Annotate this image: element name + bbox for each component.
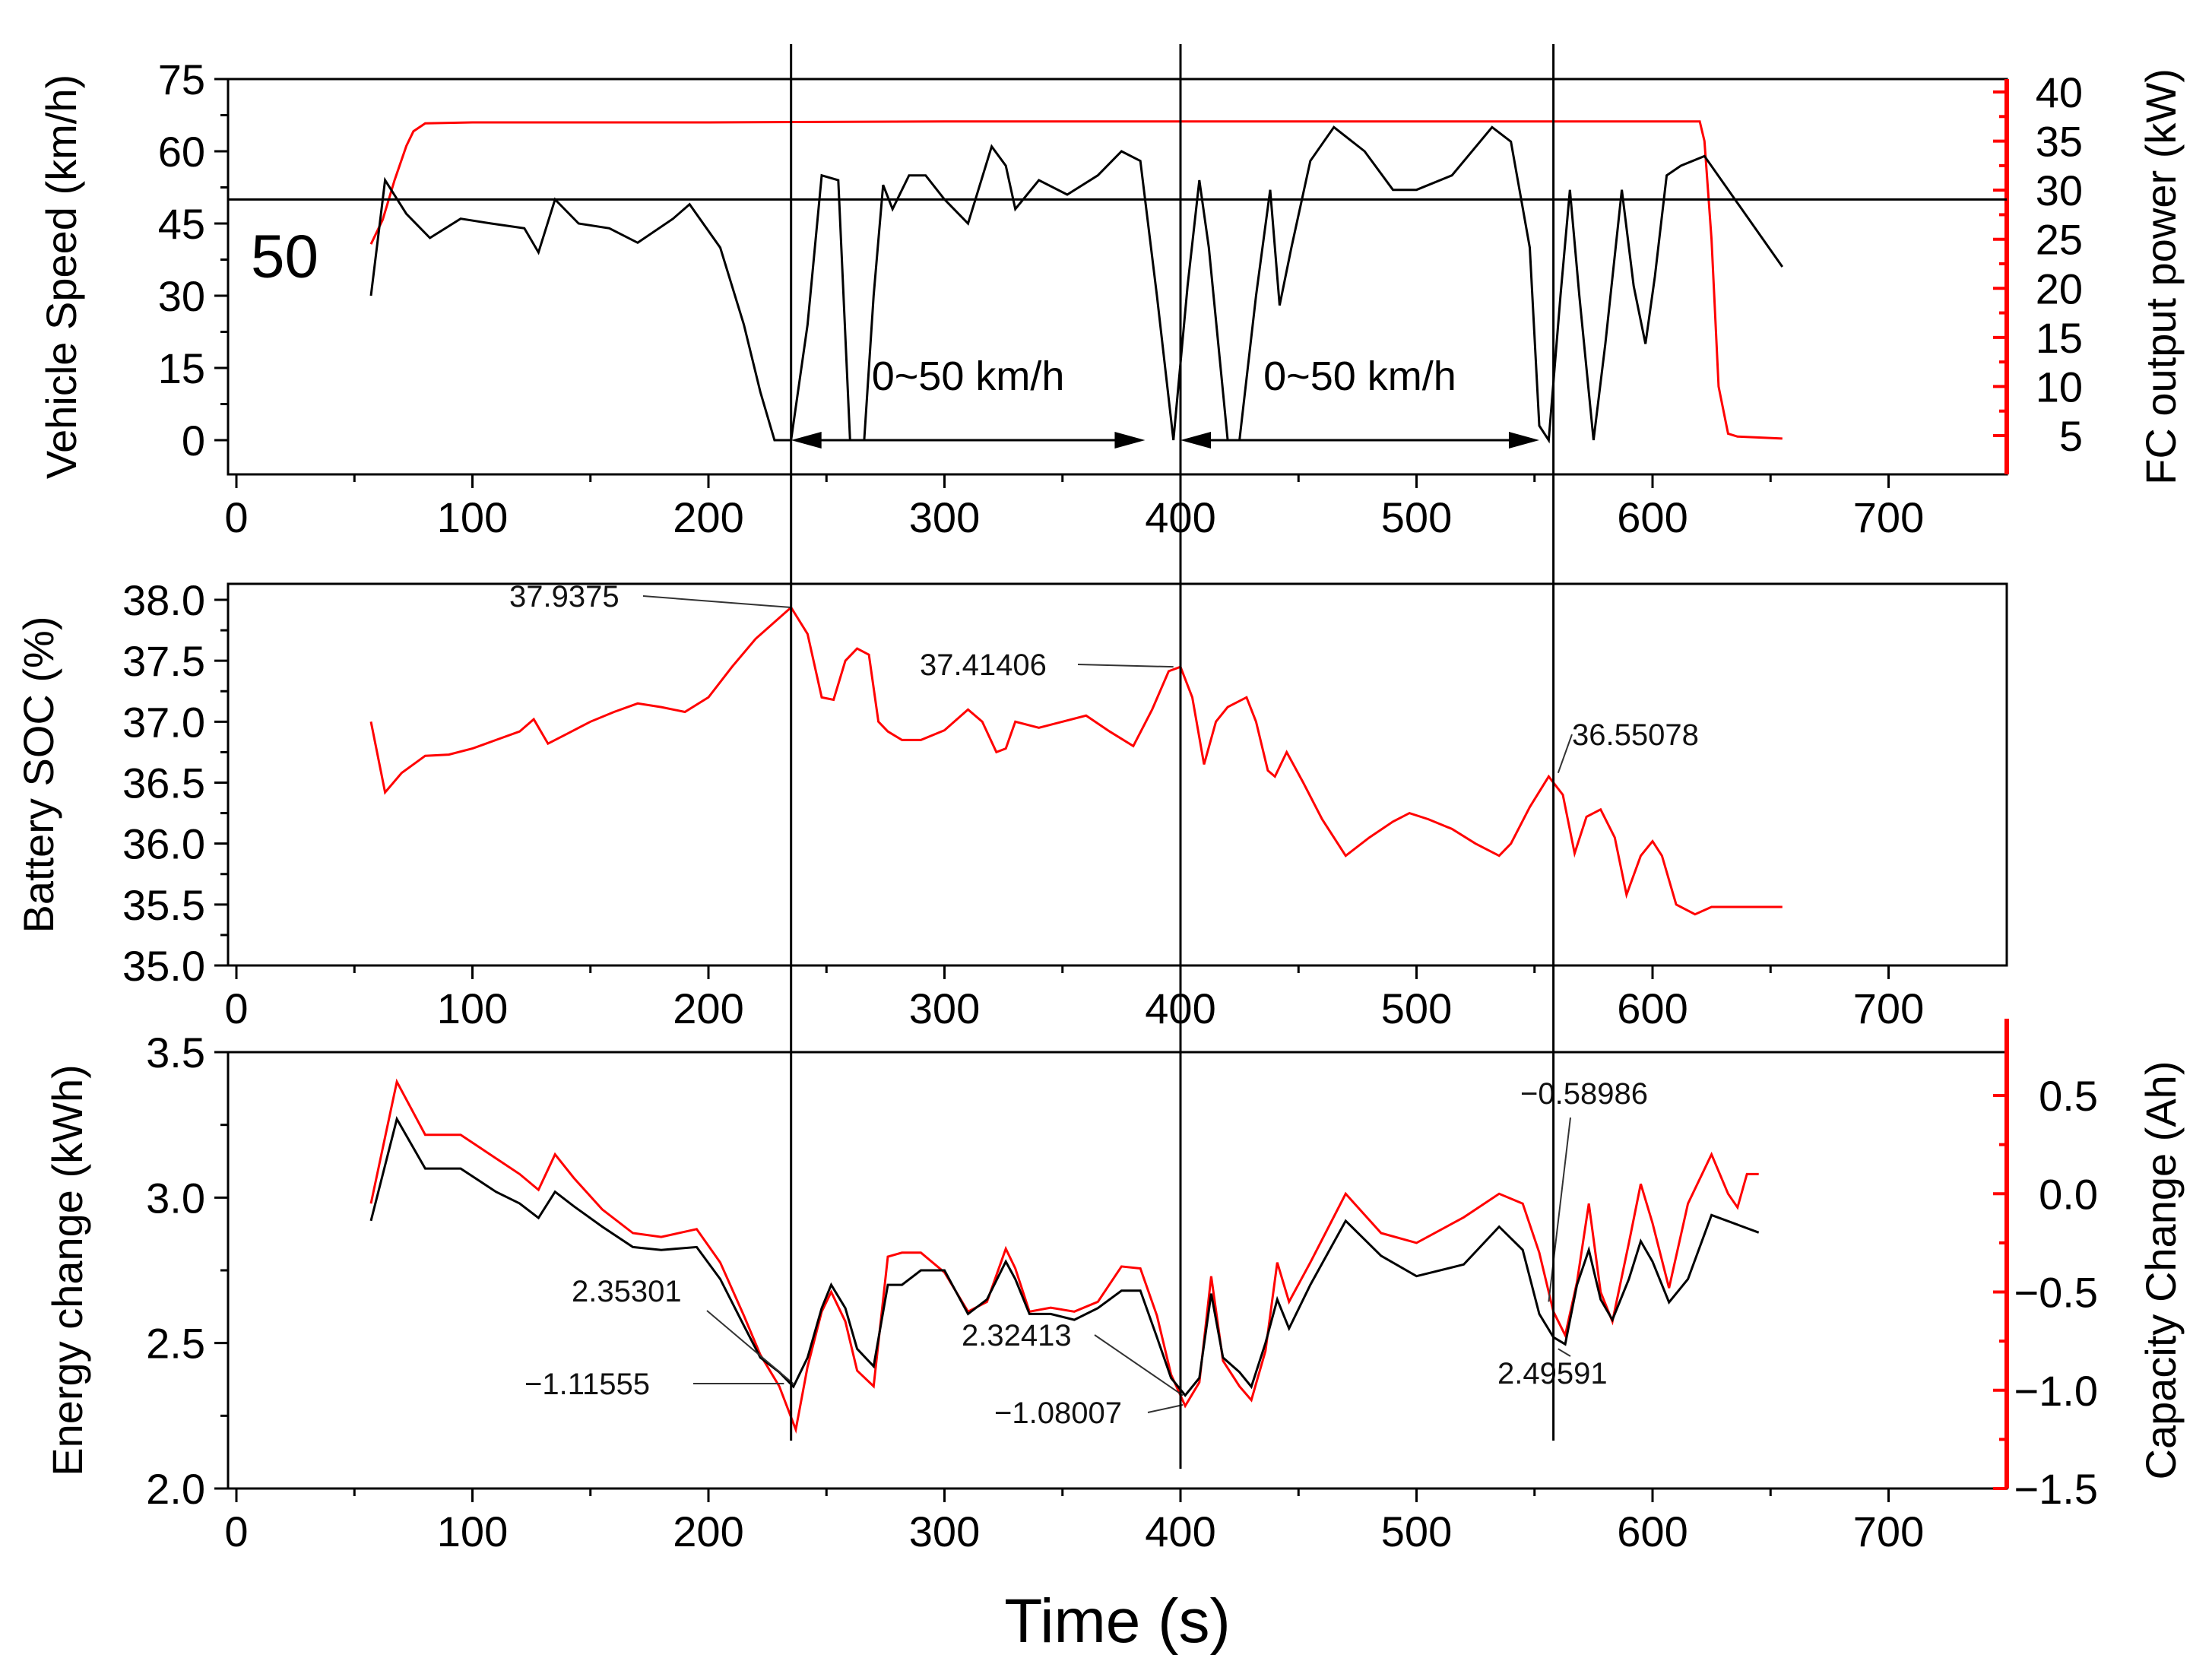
x-tick-label: 300	[909, 493, 980, 541]
battery-soc-line	[369, 605, 1783, 916]
x-tick-label: 700	[1853, 1508, 1924, 1555]
x-tick-label: 500	[1381, 1508, 1452, 1555]
y2-tick-label: 5	[2059, 412, 2083, 460]
y2-tick-label: −1.0	[2014, 1367, 2098, 1415]
y2-tick-label: −1.5	[2014, 1465, 2098, 1513]
bottom-annotation-label: −0.58986	[1520, 1077, 1648, 1111]
x-axis-title: Time (s)	[1004, 1587, 1231, 1656]
x-tick-label: 400	[1145, 1508, 1215, 1555]
capacity-axis-title: Capacity Change (Ah)	[2137, 1061, 2185, 1480]
reference-label-50: 50	[251, 222, 318, 290]
x-tick-label: 600	[1617, 493, 1688, 541]
bottom-annotation-leader	[1094, 1334, 1184, 1397]
energy-axis-title: Energy change (kWh)	[43, 1064, 91, 1476]
soc-annotation-label: 37.41406	[920, 648, 1047, 682]
x-tick-label: 200	[673, 984, 743, 1032]
soc-annotation-leader	[1557, 734, 1573, 774]
energy-capacity-panel: 0 100 200 300 400 500 600 700 2.0 2.5 3.0 3.5 −1.5…	[43, 1019, 2185, 1555]
y-tick-label: 37.0	[122, 698, 205, 746]
mid-plot-frame	[227, 582, 2008, 967]
bottom-annotation-leader	[706, 1310, 794, 1385]
x-tick-label: 0	[224, 1508, 248, 1555]
range-label: 0~50 km/h	[1263, 354, 1456, 399]
y-tick-label: 37.5	[122, 637, 205, 685]
x-tick-label: 600	[1617, 1508, 1688, 1555]
y2-tick-label: −0.5	[2014, 1269, 2098, 1317]
y-tick-label: 2.5	[146, 1320, 205, 1368]
x-tick-label: 600	[1617, 984, 1688, 1032]
y-tick-label: 3.5	[146, 1029, 205, 1076]
y2-tick-label: 0.0	[2039, 1170, 2098, 1218]
y2-tick-label: 25	[2036, 216, 2083, 264]
y-tick-label: 30	[158, 272, 205, 320]
bottom-annotation-label: 2.35301	[572, 1275, 682, 1308]
y-tick-label: 75	[158, 55, 205, 103]
x-tick-label: 100	[437, 493, 508, 541]
y-tick-label: 45	[158, 200, 205, 248]
y2-tick-label: 30	[2036, 166, 2083, 214]
x-tick-label: 0	[224, 984, 248, 1032]
y-tick-label: 60	[158, 128, 205, 176]
y-tick-label: 38.0	[122, 576, 205, 624]
y-tick-label: 0	[182, 417, 205, 464]
y-tick-label: 36.5	[122, 759, 205, 807]
soc-panel: 0 100 200 300 400 500 600 700 35.035.536.036.53…	[14, 576, 2008, 1032]
range-label: 0~50 km/h	[872, 354, 1065, 399]
soc-axis-title: Battery SOC (%)	[14, 617, 62, 934]
bottom-annotation-label: −1.08007	[994, 1397, 1122, 1430]
energy-change-line	[369, 1116, 1760, 1397]
x-tick-label: 200	[673, 1508, 743, 1555]
y-tick-label: 15	[158, 344, 205, 392]
y2-tick-label: 20	[2036, 265, 2083, 312]
y2-tick-label: 15	[2036, 314, 2083, 362]
y-tick-label: 36.0	[122, 820, 205, 868]
x-tick-label: 100	[437, 984, 508, 1032]
y-tick-label: 35.0	[122, 942, 205, 990]
capacity-change-line	[369, 1078, 1759, 1435]
bottom-annotation-leader	[1147, 1404, 1184, 1413]
speed-axis-title: Vehicle Speed (km/h)	[37, 75, 85, 479]
soc-annotation-leader	[642, 595, 791, 609]
x-tick-label: 500	[1381, 493, 1452, 541]
y2-tick-label: 35	[2036, 118, 2083, 166]
soc-annotation-label: 37.9375	[509, 580, 620, 613]
range-arrow-head-right	[1508, 432, 1539, 449]
soc-annotation-leader	[1077, 664, 1174, 668]
range-arrow-head-right	[1114, 432, 1146, 449]
power-axis-title: FC output power (kW)	[2137, 68, 2185, 485]
x-tick-label: 200	[673, 493, 743, 541]
y2-tick-label: 10	[2036, 363, 2083, 411]
y2-tick-label: 0.5	[2039, 1072, 2098, 1120]
vehicle-speed-line	[369, 125, 1784, 444]
soc-annotation-label: 36.55078	[1572, 718, 1699, 752]
x-tick-label: 300	[909, 1508, 980, 1555]
y-tick-label: 35.5	[122, 881, 205, 929]
bottom-annotation-label: −1.11555	[524, 1368, 650, 1401]
x-tick-label: 700	[1853, 493, 1924, 541]
x-tick-label: 100	[437, 1508, 508, 1555]
range-arrow-head-left	[791, 432, 822, 449]
x-tick-label: 500	[1381, 984, 1452, 1032]
range-arrow-head-left	[1180, 432, 1211, 449]
x-tick-label: 700	[1853, 984, 1924, 1032]
y-tick-label: 3.0	[146, 1174, 205, 1222]
bottom-annotation-label: 2.32413	[962, 1319, 1072, 1352]
bottom-annotation-leader	[1558, 1348, 1571, 1357]
y-tick-label: 2.0	[146, 1465, 205, 1513]
x-tick-label: 0	[224, 493, 248, 541]
y2-tick-label: 40	[2036, 68, 2083, 116]
x-tick-label: 300	[909, 984, 980, 1032]
